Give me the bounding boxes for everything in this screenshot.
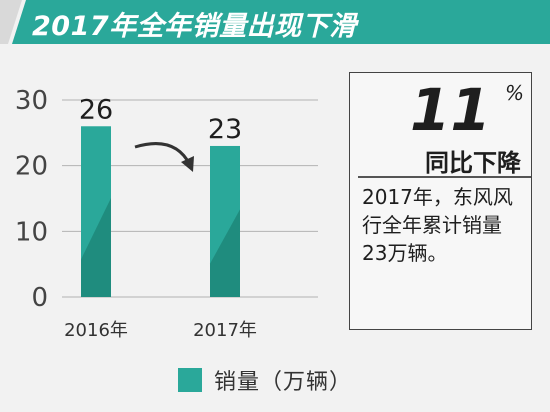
stat-unit: %: [505, 81, 525, 105]
header-banner: 2017年全年销量出现下滑: [0, 0, 550, 44]
stat-description: 2017年，东风风行全年累计销量23万辆。: [362, 185, 513, 265]
legend-label: 销量（万辆）: [214, 370, 353, 395]
banner-fill: [12, 0, 550, 44]
stat-divider: [358, 176, 531, 178]
data-label: 26: [79, 94, 113, 125]
chart-bars: [81, 126, 240, 298]
stat-box: 11 % 同比下降 2017年，东风风行全年累计销量23万辆。: [349, 72, 532, 330]
page-title: 2017年全年销量出现下滑: [32, 11, 357, 42]
bar-shade: [81, 197, 111, 297]
bar-shade: [210, 209, 240, 297]
y-tick-label: 10: [15, 217, 48, 247]
stat-number: 11: [410, 76, 491, 144]
x-tick-label: 2016年: [64, 320, 128, 341]
bar-chart: 0 10 20 30 26 23 2016年 2017年: [15, 86, 318, 341]
x-axis-ticks: 2016年 2017年: [64, 320, 257, 341]
arrowhead-icon: [181, 156, 194, 172]
chart-legend: 销量（万辆）: [178, 365, 352, 395]
y-axis-ticks: 0 10 20 30: [15, 86, 48, 313]
chart-data-labels: 26 23: [79, 94, 242, 145]
y-tick-label: 30: [15, 86, 48, 116]
banner-background: [0, 0, 550, 44]
stat-label: 同比下降: [425, 149, 521, 177]
data-label: 23: [208, 114, 242, 145]
x-tick-label: 2017年: [193, 320, 257, 341]
y-tick-label: 20: [15, 152, 48, 182]
y-tick-label: 0: [31, 283, 48, 313]
legend-swatch: [178, 368, 202, 392]
banner-accent-stripe: [0, 0, 22, 44]
